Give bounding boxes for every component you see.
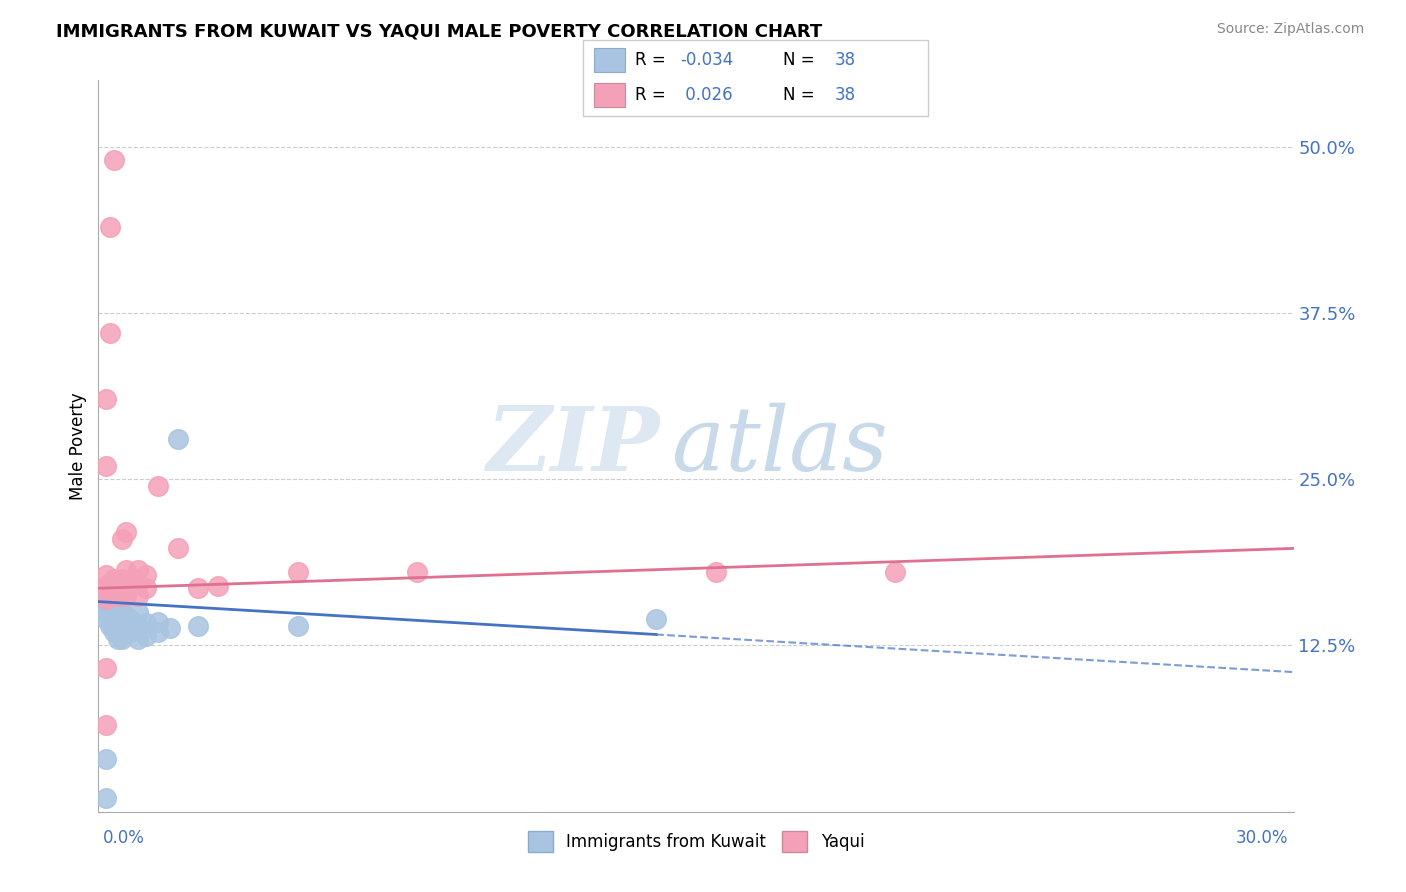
Text: R =: R = xyxy=(636,51,671,69)
Point xyxy=(103,585,125,599)
Point xyxy=(98,618,122,632)
Text: 0.026: 0.026 xyxy=(681,86,733,103)
Point xyxy=(115,563,138,577)
Point xyxy=(96,599,118,613)
Point xyxy=(107,591,129,606)
Point xyxy=(103,625,125,640)
Point xyxy=(96,612,118,626)
Point xyxy=(127,576,149,591)
Point xyxy=(107,582,129,596)
Point xyxy=(645,612,668,626)
Text: 30.0%: 30.0% xyxy=(1236,829,1288,847)
Point xyxy=(120,612,142,626)
Point xyxy=(127,563,149,577)
Point xyxy=(127,589,149,603)
Point xyxy=(167,433,190,447)
Point xyxy=(111,618,134,632)
Point xyxy=(115,576,138,591)
Point xyxy=(159,621,181,635)
Point xyxy=(207,579,229,593)
Text: 38: 38 xyxy=(835,51,856,69)
Point xyxy=(111,605,134,619)
Point xyxy=(96,791,118,805)
Point xyxy=(135,582,157,596)
Point xyxy=(98,589,122,603)
Point xyxy=(111,585,134,599)
Point xyxy=(96,718,118,732)
Point xyxy=(124,572,146,586)
Point xyxy=(127,618,149,632)
Point xyxy=(98,589,122,603)
Text: Source: ZipAtlas.com: Source: ZipAtlas.com xyxy=(1216,22,1364,37)
Text: IMMIGRANTS FROM KUWAIT VS YAQUI MALE POVERTY CORRELATION CHART: IMMIGRANTS FROM KUWAIT VS YAQUI MALE POV… xyxy=(56,22,823,40)
Point xyxy=(120,625,142,640)
Point xyxy=(103,153,125,167)
Point xyxy=(107,601,129,615)
Text: N =: N = xyxy=(783,51,820,69)
Point xyxy=(135,568,157,582)
Point xyxy=(187,618,209,632)
Point xyxy=(120,582,142,596)
Point xyxy=(107,589,129,603)
Point xyxy=(127,632,149,646)
Text: N =: N = xyxy=(783,86,820,103)
Point xyxy=(135,615,157,630)
Point xyxy=(107,621,129,635)
Point xyxy=(96,579,118,593)
Text: -0.034: -0.034 xyxy=(681,51,733,69)
Point xyxy=(107,612,129,626)
Point xyxy=(96,591,118,606)
Point xyxy=(406,566,429,580)
Point xyxy=(98,219,122,234)
Point xyxy=(107,632,129,646)
Point xyxy=(148,625,170,640)
Point xyxy=(98,607,122,622)
Point xyxy=(148,615,170,629)
Text: ZIP: ZIP xyxy=(486,403,661,489)
Point xyxy=(103,585,125,599)
Point xyxy=(135,629,157,643)
Point xyxy=(704,566,727,580)
Text: atlas: atlas xyxy=(672,402,887,490)
Legend: Immigrants from Kuwait, Yaqui: Immigrants from Kuwait, Yaqui xyxy=(520,824,872,858)
Point xyxy=(111,572,134,586)
Point xyxy=(96,751,118,765)
Text: R =: R = xyxy=(636,86,671,103)
Point xyxy=(884,566,907,580)
Point xyxy=(98,326,122,340)
Point xyxy=(96,661,118,675)
Point xyxy=(107,576,129,591)
Point xyxy=(167,541,190,556)
Point xyxy=(111,632,134,646)
Point xyxy=(96,392,118,407)
Point xyxy=(103,605,125,619)
Point xyxy=(96,591,118,606)
Bar xyxy=(593,47,624,72)
Point xyxy=(115,589,138,603)
Point xyxy=(103,594,125,608)
Point xyxy=(148,479,170,493)
Point xyxy=(96,568,118,582)
Text: 0.0%: 0.0% xyxy=(103,829,145,847)
Bar xyxy=(593,83,624,107)
Point xyxy=(127,605,149,619)
Point xyxy=(98,599,122,613)
Point xyxy=(96,458,118,473)
Point xyxy=(187,582,209,596)
Point xyxy=(103,615,125,629)
Point xyxy=(96,605,118,619)
Y-axis label: Male Poverty: Male Poverty xyxy=(69,392,87,500)
Point xyxy=(287,566,309,580)
Text: 38: 38 xyxy=(835,86,856,103)
Point xyxy=(98,576,122,591)
Point xyxy=(115,525,138,540)
Point xyxy=(98,579,122,593)
Point xyxy=(111,532,134,546)
Point xyxy=(287,618,309,632)
Point xyxy=(103,572,125,586)
